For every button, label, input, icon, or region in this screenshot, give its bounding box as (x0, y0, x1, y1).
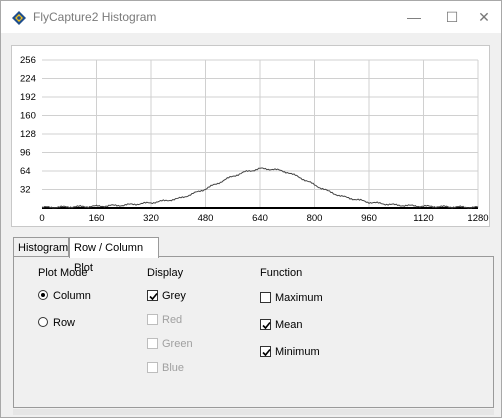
y-tick-label: 32 (20, 185, 31, 196)
blue-checkbox-label: Blue (162, 362, 185, 374)
x-tick-label: 160 (89, 213, 105, 224)
y-tick-label: 64 (20, 166, 31, 177)
row-radio-label: Row (53, 317, 76, 329)
y-tick-label: 128 (20, 129, 36, 140)
row-column-panel: Plot Mode Column Row Display Grey Red Gr… (13, 256, 494, 408)
maximize-button[interactable]: ☐ (435, 5, 469, 29)
plot-mode-label: Plot Mode (38, 267, 88, 279)
x-tick-label: 1120 (413, 213, 433, 224)
green-checkbox-label: Green (162, 338, 193, 350)
red-checkbox-box (147, 314, 158, 325)
flycapture-app-icon (12, 11, 26, 25)
title-bar[interactable]: FlyCapture2 Histogram — ☐ ✕ (1, 1, 501, 33)
close-icon: ✕ (478, 9, 490, 25)
y-tick-label: 160 (20, 111, 36, 122)
window-title: FlyCapture2 Histogram (33, 10, 157, 24)
row-radio-indicator (38, 317, 48, 327)
maximum-checkbox-label: Maximum (275, 292, 323, 304)
tab-row-column-plot-label: Row / Column Plot (74, 242, 144, 274)
y-tick-label: 96 (20, 148, 31, 159)
maximize-icon: ☐ (445, 9, 459, 25)
maximum-checkbox-box (260, 292, 271, 303)
tab-histogram[interactable]: Histogram (13, 237, 69, 257)
status-strip (13, 409, 494, 415)
red-checkbox-label: Red (162, 314, 183, 326)
x-tick-label: 640 (252, 213, 268, 224)
x-tick-label: 1280 (467, 213, 488, 224)
x-tick-label: 0 (39, 213, 44, 224)
x-tick-label: 800 (307, 213, 323, 224)
mean-checkbox-label: Mean (275, 319, 303, 331)
minimize-icon: — (407, 9, 421, 25)
tab-row-column-plot[interactable]: Row / Column Plot (69, 237, 159, 274)
blue-checkbox-box (147, 362, 158, 373)
function-label: Function (260, 267, 303, 279)
grey-checkbox-label: Grey (162, 290, 186, 302)
plot-area: 0 160 320 480 640 800 960 1120 1280 32 64 96 128 160 1… (11, 45, 490, 227)
minimum-checkbox-box (260, 346, 271, 357)
x-tick-label: 960 (361, 213, 377, 224)
close-button[interactable]: ✕ (467, 5, 501, 29)
y-tick-label: 224 (20, 74, 36, 85)
tab-histogram-label: Histogram (18, 242, 69, 254)
minimize-button[interactable]: — (397, 5, 431, 29)
column-radio-indicator (38, 290, 48, 300)
y-tick-label: 192 (20, 92, 36, 103)
y-tick-label: 256 (20, 55, 36, 66)
mean-checkbox-box (260, 319, 271, 330)
display-label: Display (147, 267, 184, 279)
x-tick-label: 320 (143, 213, 159, 224)
minimum-checkbox-label: Minimum (275, 346, 320, 358)
mean-series-line (41, 167, 479, 209)
column-radio-label: Column (53, 290, 91, 302)
row-column-plot: 0 160 320 480 640 800 960 1120 1280 32 64 96 128 160 1… (20, 55, 489, 224)
x-tick-label: 480 (198, 213, 214, 224)
green-checkbox-box (147, 338, 158, 349)
grey-checkbox-box (147, 290, 158, 301)
